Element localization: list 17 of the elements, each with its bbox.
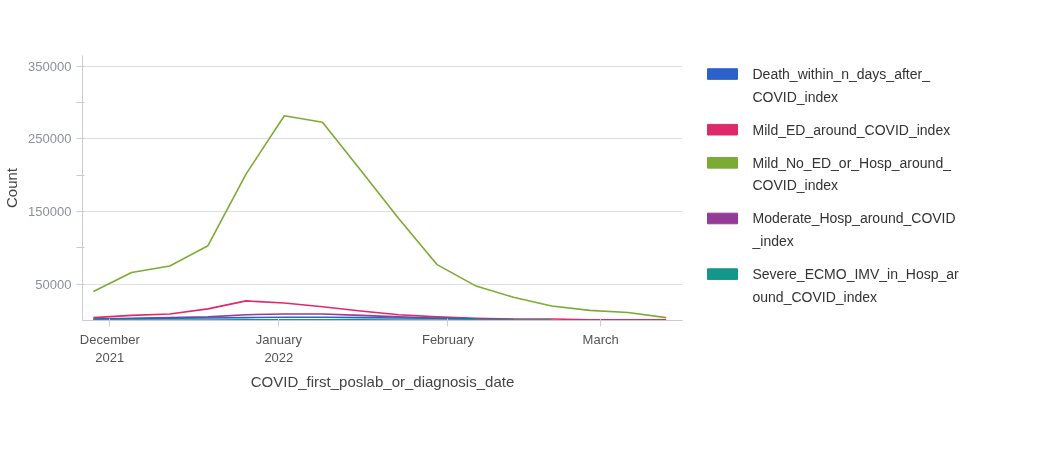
legend-label: Death_within_n_days_after_COVID_index [752, 66, 931, 105]
y-tick-label: 50000 [35, 276, 72, 292]
y-tick-label: 350000 [28, 58, 72, 74]
legend-label: Severe_ECMO_IMV_in_Hosp_around_COVID_index [752, 266, 960, 305]
y-axis-title: Count [3, 167, 21, 209]
line-series [92, 300, 667, 321]
legend-label: Mild_ED_around_COVID_index [752, 121, 951, 138]
x-tick-label: March [582, 331, 619, 347]
y-tick-label: 250000 [28, 131, 72, 147]
x-tick-label: January 2022 [255, 331, 303, 365]
x-tick-label: December 2021 [79, 331, 141, 365]
x-axis-title: COVID_first_poslab_or_diagnosis_date [250, 372, 515, 390]
legend-label: Mild_No_ED_or_Hosp_around_COVID_index [752, 154, 952, 194]
y-tick-label: 150000 [28, 204, 72, 220]
x-tick-label: February [421, 331, 475, 347]
legend-label: Moderate_Hosp_around_COVID_index [751, 210, 956, 249]
line-series [92, 114, 667, 319]
